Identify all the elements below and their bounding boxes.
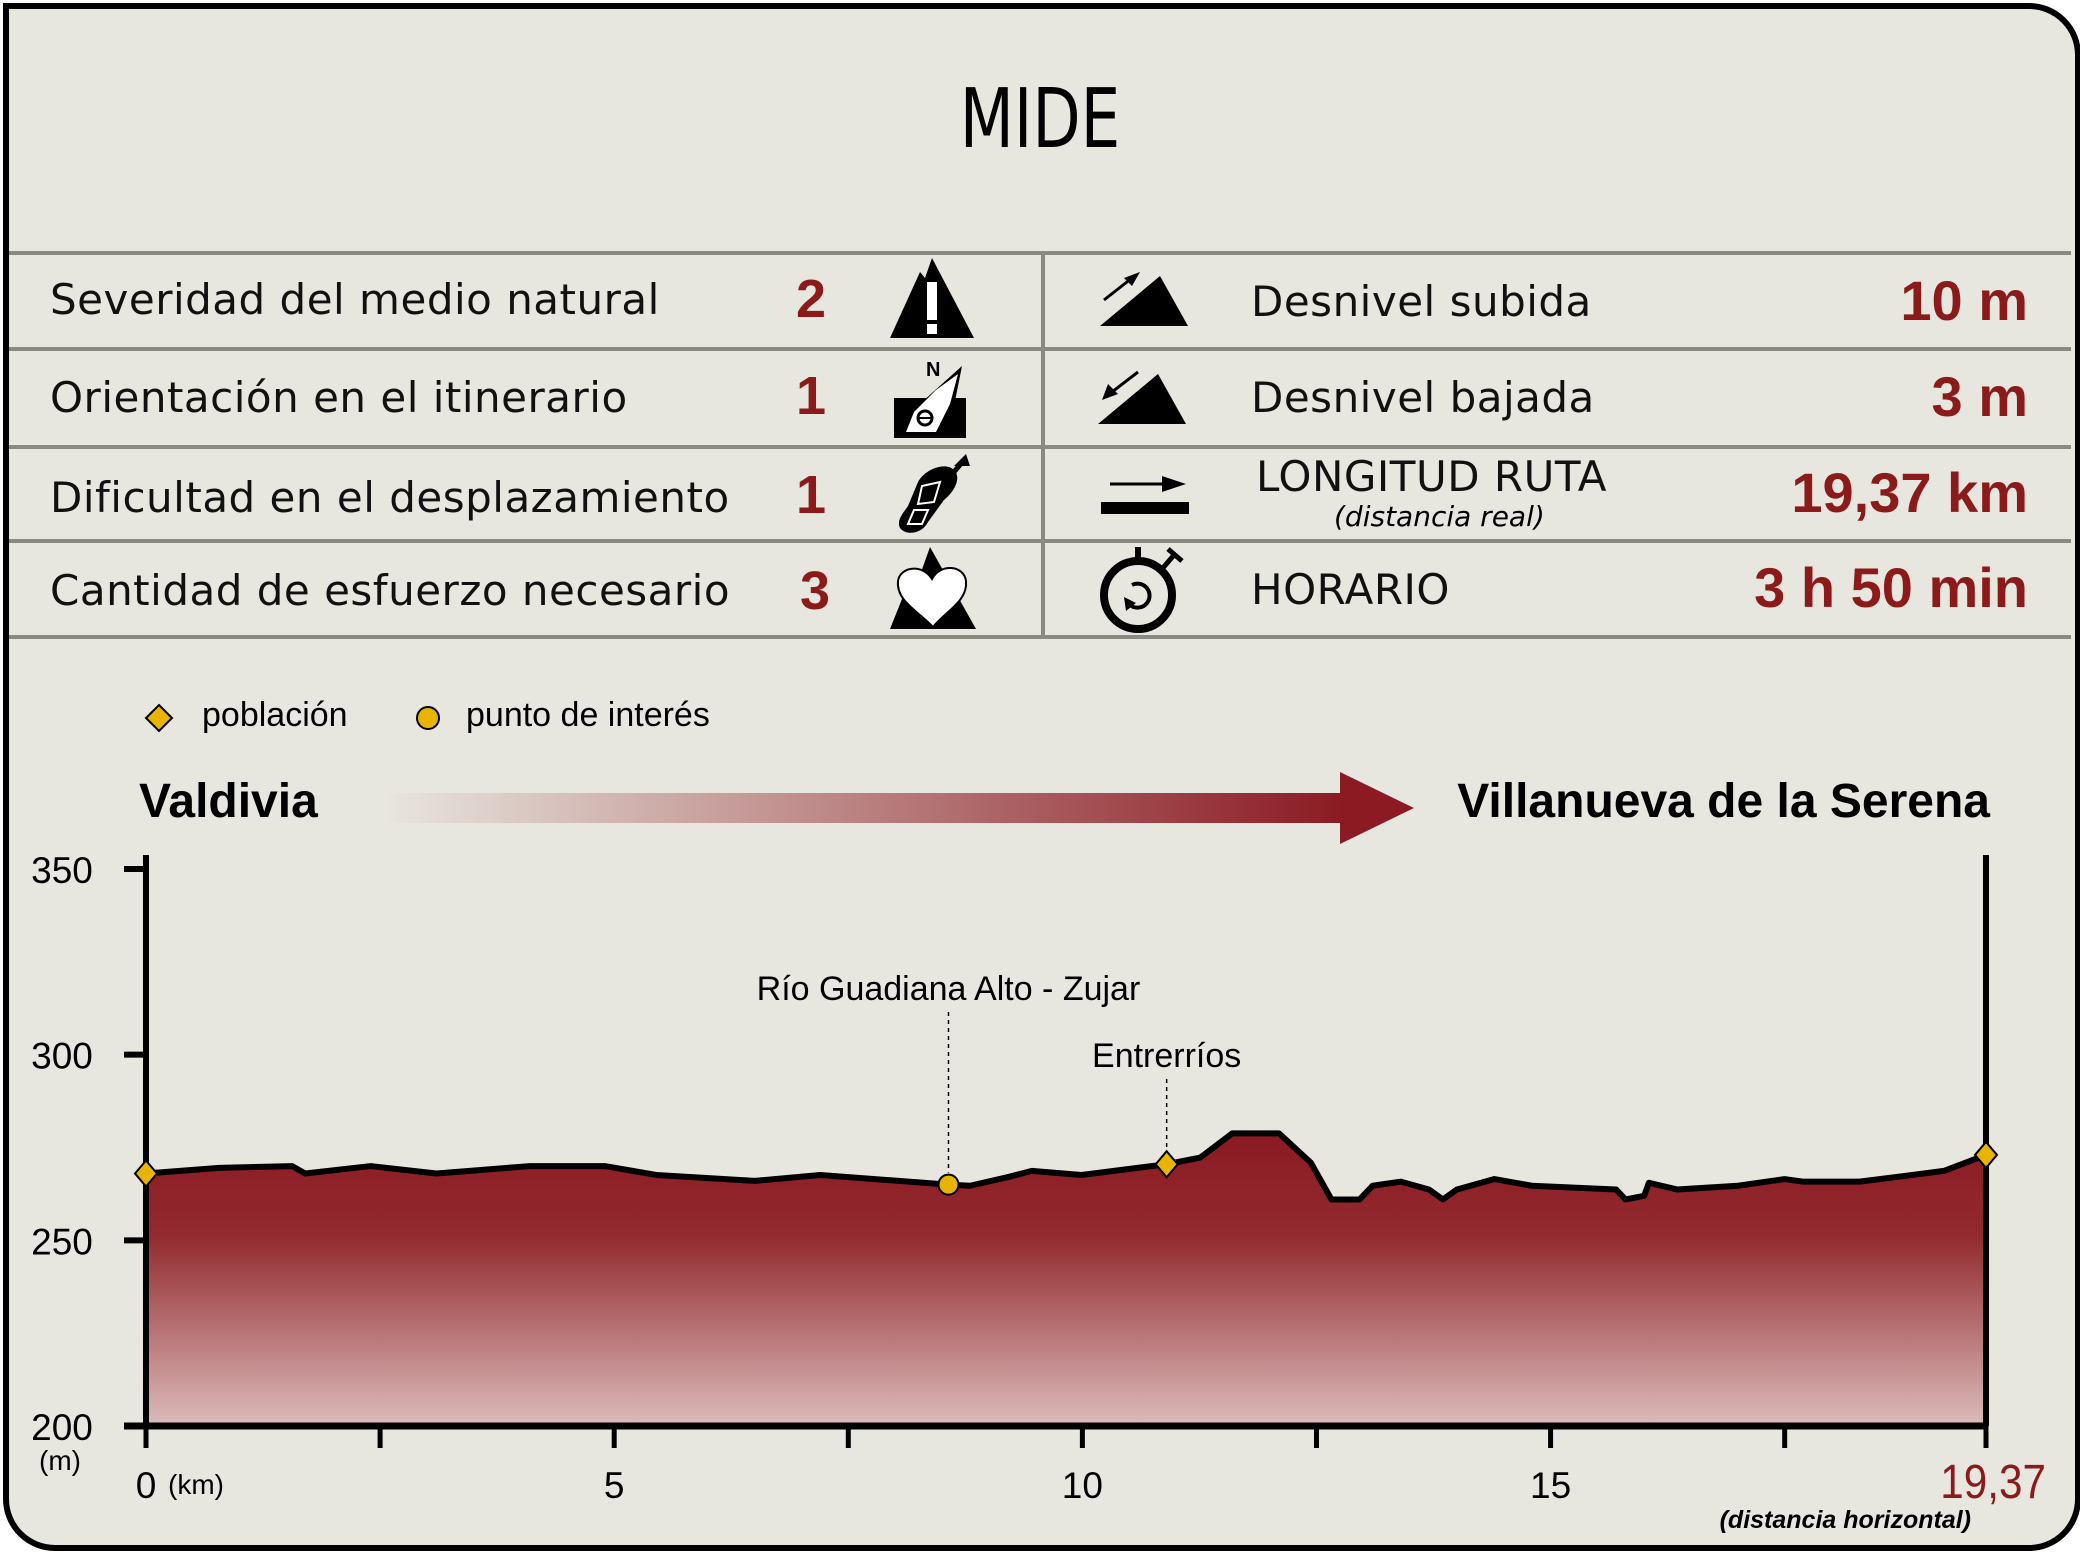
poi-marker xyxy=(937,1173,960,1196)
x-tick-label: 15 xyxy=(1530,1465,1571,1506)
y-tick-label: 200 xyxy=(31,1407,93,1448)
divider xyxy=(9,635,2071,639)
x-axis-end-sublabel: (distancia horizontal) xyxy=(1720,1506,1971,1534)
distance-icon xyxy=(1101,476,1189,514)
mide-value-severity: 2 xyxy=(796,269,827,329)
x-tick-label: 10 xyxy=(1062,1465,1103,1506)
divider xyxy=(9,347,2071,351)
mide-label-severity: Severidad del medio natural xyxy=(50,275,660,324)
marker-label: Entrerríos xyxy=(1092,1037,1241,1075)
x-tick-label: 0 xyxy=(136,1465,157,1506)
divider xyxy=(9,445,2071,449)
route-direction-arrow xyxy=(380,772,1414,844)
route-start: Valdivia xyxy=(139,775,318,828)
boot-sole-icon xyxy=(898,454,970,533)
warning-mountain-icon xyxy=(890,258,974,338)
mide-label-difficulty: Dificultad en el desplazamiento xyxy=(50,473,730,522)
stopwatch-icon xyxy=(1100,547,1184,633)
town-diamond-icon xyxy=(144,703,174,733)
heart-mountain-icon xyxy=(890,547,976,629)
poi-circle-icon xyxy=(416,706,440,730)
stat-label-descent: Desnivel bajada xyxy=(1251,373,1595,422)
legend-poi: punto de interés xyxy=(466,696,710,734)
divider xyxy=(9,251,2071,255)
descent-icon xyxy=(1098,370,1186,424)
mide-label-effort: Cantidad de esfuerzo necesario xyxy=(50,566,731,615)
x-tick-label: 5 xyxy=(604,1465,625,1506)
compass-north-icon: N xyxy=(894,359,966,438)
legend-town: población xyxy=(202,696,348,734)
stat-value-ascent: 10 m xyxy=(1900,269,2028,332)
town-marker xyxy=(1973,1140,1999,1170)
stat-value-descent: 3 m xyxy=(1931,365,2029,428)
ascent-icon xyxy=(1100,272,1188,326)
mide-value-orientation: 1 xyxy=(796,366,827,426)
town-marker xyxy=(133,1158,159,1189)
mide-value-effort: 3 xyxy=(800,561,831,621)
y-axis-unit: (m) xyxy=(39,1445,81,1476)
page-title: MIDE xyxy=(959,72,1121,167)
elevation-line xyxy=(145,1130,1988,1203)
stat-value-length: 19,37 km xyxy=(1791,461,2028,524)
marker-label: Río Guadiana Alto - Zujar xyxy=(757,970,1141,1008)
stat-sublabel-length: (distancia real) xyxy=(1334,500,1545,533)
x-axis-unit: (km) xyxy=(168,1469,224,1500)
svg-text:N: N xyxy=(926,359,940,381)
divider xyxy=(9,539,2071,543)
divider xyxy=(1041,253,1045,637)
route-end: Villanueva de la Serena xyxy=(1457,775,1990,828)
mide-value-difficulty: 1 xyxy=(796,465,827,525)
y-tick-label: 250 xyxy=(31,1221,93,1262)
x-axis-end-label: 19,37 xyxy=(1940,1454,2046,1508)
stat-label-time: HORARIO xyxy=(1251,565,1450,614)
y-tick-label: 300 xyxy=(31,1036,93,1077)
mide-label-orientation: Orientación en el itinerario xyxy=(50,373,628,422)
stat-label-length: LONGITUD RUTA xyxy=(1256,452,1607,501)
stat-value-time: 3 h 50 min xyxy=(1754,556,2028,619)
stat-label-ascent: Desnivel subida xyxy=(1251,277,1592,326)
town-marker xyxy=(1154,1149,1179,1179)
y-tick-label: 350 xyxy=(31,850,93,891)
elevation-area xyxy=(146,1133,1986,1426)
